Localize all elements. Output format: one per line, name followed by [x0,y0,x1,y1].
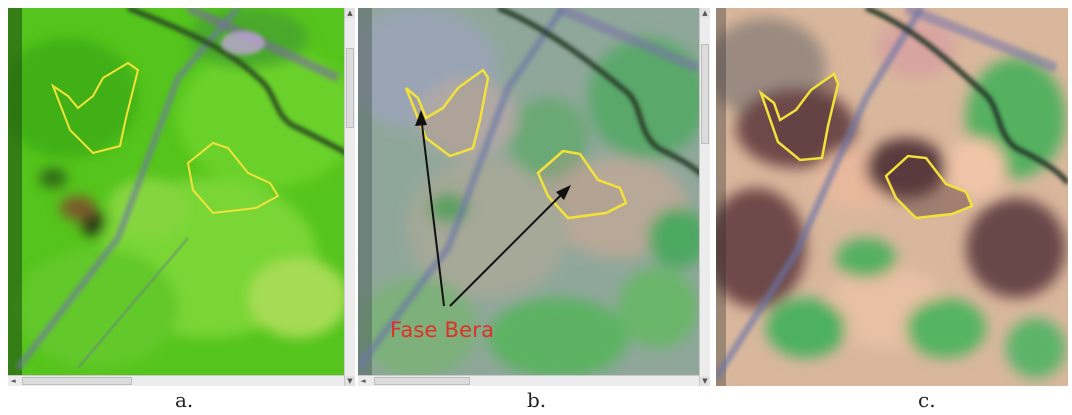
satellite-image-b [358,8,710,386]
caption-a: a. [175,388,194,412]
arrow-head-icon [415,110,427,126]
arrow-head-icon [556,185,571,200]
polygon-outline-b2 [536,149,628,220]
scroll-down-icon[interactable]: ▼ [700,376,710,386]
scroll-thumb[interactable] [701,44,709,144]
caption-c: c. [918,388,936,412]
horizontal-scrollbar-b[interactable]: ◄ [358,375,699,386]
polygon-outline-a1 [50,61,140,155]
caption-b: b. [527,388,547,412]
scroll-left-icon[interactable]: ◄ [10,377,16,385]
scroll-down-icon[interactable]: ▼ [345,376,355,386]
scroll-up-icon[interactable]: ▲ [345,8,355,18]
scroll-thumb[interactable] [346,48,354,128]
satellite-image-c [716,8,1068,386]
horizontal-scrollbar-a[interactable]: ◄ [8,375,344,386]
satellite-image-a [8,8,355,386]
vertical-scrollbar-b[interactable]: ▲ ▼ [699,8,710,386]
vertical-scrollbar-a[interactable]: ▲ ▼ [344,8,355,386]
scroll-thumb[interactable] [22,377,132,385]
polygon-outline-b1 [404,68,490,158]
scroll-left-icon[interactable]: ◄ [360,377,366,385]
satellite-image-panel-b: ▲ ▼ ◄ [358,8,710,386]
scroll-thumb[interactable] [374,377,470,385]
satellite-image-panel-a: ▲ ▼ ◄ [8,8,355,386]
polygon-outline-c1 [758,72,840,162]
annotation-label: Fase Bera [390,318,495,342]
polygon-outline-a2 [186,141,280,215]
polygon-outline-c2 [884,154,974,220]
arrow-line-1 [420,115,445,307]
arrow-line-2 [449,189,567,307]
scroll-up-icon[interactable]: ▲ [700,8,710,18]
satellite-image-panel-c [716,8,1068,386]
